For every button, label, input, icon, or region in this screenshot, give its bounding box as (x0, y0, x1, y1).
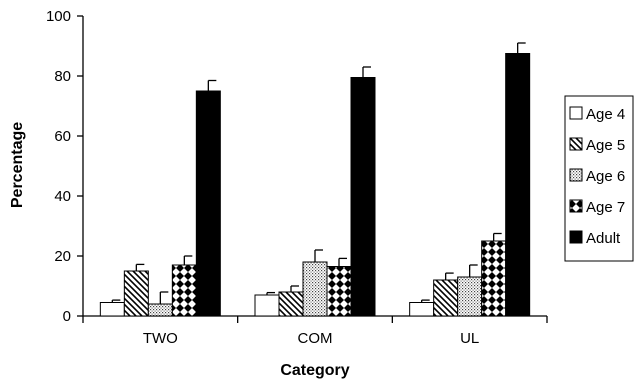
x-tick-label: COM (298, 330, 333, 347)
y-axis-title: Percentage (9, 122, 26, 208)
legend: Age 4 Age 5 Age 6 Age 7 Adult (564, 95, 634, 262)
bar-age-4-ul (409, 302, 435, 317)
bar-age-6-com (302, 261, 328, 317)
y-tick-label: 0 (63, 308, 71, 325)
bar-adult-ul (505, 53, 531, 317)
bar-age-6-ul (457, 276, 483, 317)
x-tick-label: TWO (143, 330, 178, 347)
y-tick-label: 80 (54, 68, 71, 85)
legend-swatch (569, 168, 583, 182)
bar-age-4-com (254, 294, 280, 317)
bar-adult-two (195, 90, 221, 317)
legend-label: Age 7 (586, 199, 625, 216)
bar-age-5-two (123, 270, 149, 317)
legend-label: Adult (586, 230, 621, 247)
bar-age-7-two (171, 264, 197, 317)
legend-swatch (569, 106, 583, 120)
x-axis-title: Category (280, 362, 349, 379)
bar-age-4-two (99, 302, 125, 317)
legend-swatch (569, 199, 583, 213)
legend-label: Age 5 (586, 137, 625, 154)
y-tick-label: 100 (46, 8, 71, 25)
bar-age-7-ul (481, 240, 507, 317)
y-tick-label: 60 (54, 128, 71, 145)
legend-swatch (569, 137, 583, 151)
bar-age-6-two (147, 303, 173, 317)
x-ticks: TWO COM UL (82, 316, 548, 347)
legend-label: Age 4 (586, 106, 625, 123)
bar-adult-com (350, 77, 376, 317)
y-tick-label: 20 (54, 248, 71, 265)
legend-label: Age 6 (586, 168, 625, 185)
y-ticks: 0 20 40 60 80 100 (46, 8, 83, 325)
bars (99, 42, 531, 317)
legend-swatch (569, 230, 583, 244)
y-tick-label: 40 (54, 188, 71, 205)
bar-age-5-ul (433, 279, 459, 317)
bar-age-7-com (326, 266, 352, 317)
bar-age-5-com (278, 291, 304, 317)
x-tick-label: UL (460, 330, 479, 347)
